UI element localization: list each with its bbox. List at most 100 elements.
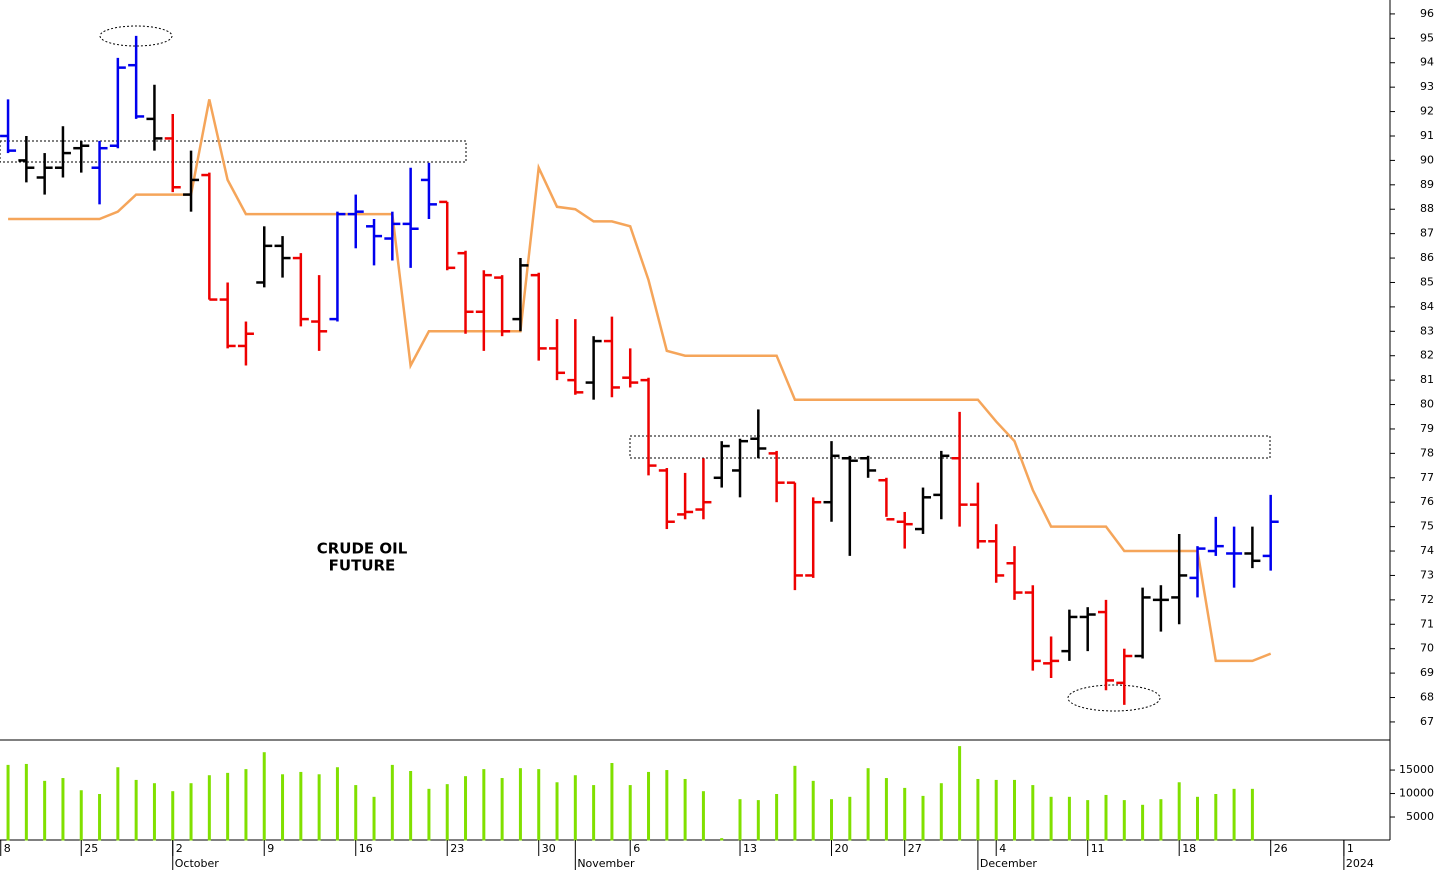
volume-bar <box>976 778 980 841</box>
x-tick-label: 23 <box>450 842 464 855</box>
y-tick-label: 78 <box>1420 446 1434 459</box>
volume-bar <box>555 782 559 841</box>
volume-bar <box>939 783 943 841</box>
volume-bar <box>354 785 358 841</box>
volume-bar <box>811 780 815 841</box>
y-tick-label: 86 <box>1420 251 1434 264</box>
y-tick-label: 96 <box>1420 7 1434 20</box>
volume-bar <box>958 746 962 841</box>
volume-bar <box>775 794 779 841</box>
volume-bar <box>299 771 303 841</box>
volume-bar <box>317 774 321 841</box>
y-tick-label: 93 <box>1420 80 1434 93</box>
month-label: November <box>577 857 635 870</box>
range-box <box>0 140 467 163</box>
volume-bar <box>701 791 705 841</box>
volume-bar <box>61 778 65 841</box>
y-tick-label: 92 <box>1420 105 1434 118</box>
volume-bar <box>43 780 47 841</box>
volume-bar <box>244 769 248 841</box>
month-label: October <box>175 857 219 870</box>
volume-bar <box>683 778 687 841</box>
volume-bar <box>628 785 632 841</box>
volume-bar <box>610 763 614 841</box>
volume-bar <box>134 779 138 841</box>
volume-bar <box>1232 788 1236 841</box>
volume-bar <box>427 788 431 841</box>
y-tick-label: 68 <box>1420 691 1434 704</box>
volume-bar <box>464 776 468 841</box>
volume-bar <box>830 799 834 841</box>
y-tick-label: 15000 <box>1399 763 1434 776</box>
volume-bar <box>1141 804 1145 841</box>
stop-line <box>8 99 1272 663</box>
y-tick-label: 5000 <box>1406 810 1434 823</box>
volume-bar <box>1031 785 1035 841</box>
volume-bar <box>262 752 266 841</box>
volume-bar <box>372 796 376 841</box>
y-tick-label: 73 <box>1420 568 1434 581</box>
volume-bar <box>1195 796 1199 841</box>
y-tick-label: 95 <box>1420 31 1434 44</box>
x-tick-label: 2 <box>176 842 183 855</box>
highlight-ellipse <box>1067 684 1161 712</box>
x-tick-label: 8 <box>4 842 11 855</box>
annotation: CRUDE OIL <box>317 540 408 558</box>
volume-bar <box>171 791 175 841</box>
y-tick-label: 84 <box>1420 300 1434 313</box>
volume-bar <box>537 769 541 841</box>
month-label: 2024 <box>1346 857 1374 870</box>
volume-bar <box>6 764 10 841</box>
y-tick-label: 72 <box>1420 593 1434 606</box>
x-tick-label: 6 <box>633 842 640 855</box>
volume-bar <box>152 783 156 841</box>
volume-bar <box>1067 796 1071 841</box>
volume-bar <box>500 778 504 841</box>
y-tick-label: 91 <box>1420 129 1434 142</box>
y-tick-label: 85 <box>1420 275 1434 288</box>
highlight-ellipse <box>99 25 173 47</box>
month-label: December <box>980 857 1038 870</box>
x-tick-label: 16 <box>359 842 373 855</box>
y-tick-label: 88 <box>1420 202 1434 215</box>
volume-bar <box>994 779 998 841</box>
volume-bar <box>592 785 596 841</box>
y-tick-label: 70 <box>1420 642 1434 655</box>
y-tick-label: 89 <box>1420 178 1434 191</box>
volume-bar <box>1177 782 1181 841</box>
volume-bar <box>665 770 669 841</box>
y-tick-label: 67 <box>1420 715 1434 728</box>
y-tick-label: 69 <box>1420 666 1434 679</box>
y-tick-label: 81 <box>1420 373 1434 386</box>
volume-bar <box>482 769 486 841</box>
y-tick-label: 94 <box>1420 56 1434 69</box>
volume-bar <box>390 764 394 841</box>
y-tick-label: 75 <box>1420 520 1434 533</box>
volume-bar <box>98 794 102 841</box>
y-tick-label: 80 <box>1420 398 1434 411</box>
volume-bar <box>1086 800 1090 841</box>
volume-bar <box>793 765 797 841</box>
volume-bar <box>79 790 83 841</box>
volume-bar <box>921 795 925 841</box>
y-tick-label: 90 <box>1420 153 1434 166</box>
y-tick-label: 74 <box>1420 544 1434 557</box>
x-tick-label: 20 <box>835 842 849 855</box>
volume-bar <box>116 767 120 841</box>
volume-bar <box>1214 794 1218 841</box>
volume-bar <box>1122 800 1126 841</box>
volume-bar <box>335 767 339 841</box>
range-box <box>629 435 1271 459</box>
volume-bar <box>24 763 28 841</box>
y-tick-label: 79 <box>1420 422 1434 435</box>
volume-bar <box>1049 796 1053 841</box>
volume-bar <box>884 778 888 841</box>
x-tick-label: 27 <box>908 842 922 855</box>
x-tick-label: 18 <box>1182 842 1196 855</box>
volume-bar <box>207 775 211 841</box>
volume-bar <box>573 775 577 841</box>
volume-bar <box>1250 788 1254 841</box>
x-tick-label: 9 <box>267 842 274 855</box>
annotation: FUTURE <box>329 557 396 575</box>
